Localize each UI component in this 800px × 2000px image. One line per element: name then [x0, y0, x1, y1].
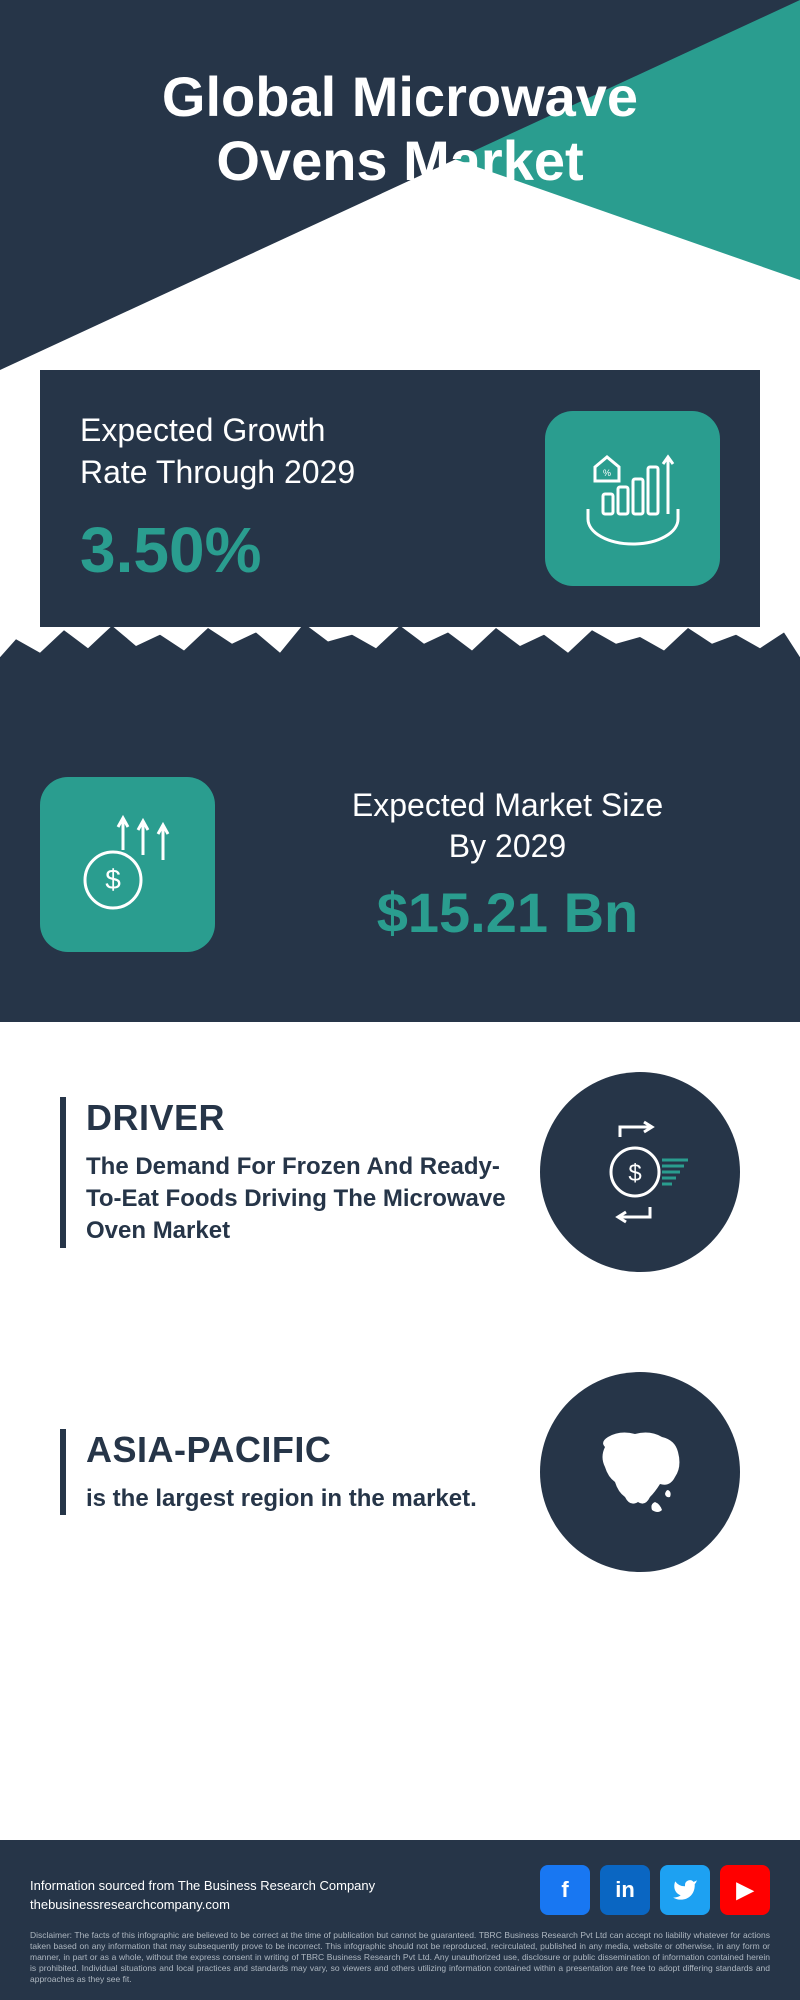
- growth-chart-globe-icon: %: [545, 411, 720, 586]
- driver-section: DRIVER The Demand For Frozen And Ready-T…: [0, 1022, 800, 1322]
- linkedin-icon[interactable]: in: [600, 1865, 650, 1915]
- region-section: ASIA-PACIFIC is the largest region in th…: [0, 1322, 800, 1622]
- market-value: $15.21 Bn: [255, 880, 760, 945]
- driver-text: DRIVER The Demand For Frozen And Ready-T…: [60, 1097, 510, 1248]
- dollar-arrows-icon: $: [40, 777, 215, 952]
- youtube-icon[interactable]: ▶: [720, 1865, 770, 1915]
- footer-top-row: Information sourced from The Business Re…: [30, 1865, 770, 1915]
- growth-text-block: Expected Growth Rate Through 2029 3.50%: [80, 410, 355, 587]
- svg-text:$: $: [105, 864, 121, 895]
- driver-heading: DRIVER: [86, 1097, 510, 1139]
- facebook-icon[interactable]: f: [540, 1865, 590, 1915]
- driver-body: The Demand For Frozen And Ready-To-Eat F…: [86, 1151, 510, 1248]
- infographic-container: Global Microwave Ovens Market Expected G…: [0, 0, 800, 2000]
- market-size-card: $ Expected Market Size By 2029 $15.21 Bn: [0, 747, 800, 1022]
- growth-rate-card: Expected Growth Rate Through 2029 3.50% …: [40, 370, 760, 627]
- svg-text:%: %: [603, 468, 611, 478]
- market-label: Expected Market Size By 2029: [255, 785, 760, 868]
- asia-map-icon: [540, 1372, 740, 1572]
- growth-label: Expected Growth Rate Through 2029: [80, 410, 355, 493]
- growth-value: 3.50%: [80, 513, 355, 587]
- page-title: Global Microwave Ovens Market: [0, 65, 800, 194]
- title-line-1: Global Microwave: [162, 65, 638, 128]
- svg-text:$: $: [628, 1160, 641, 1187]
- region-body: is the largest region in the market.: [86, 1483, 510, 1515]
- region-text: ASIA-PACIFIC is the largest region in th…: [60, 1429, 510, 1515]
- city-skyline-decoration: [0, 657, 800, 747]
- footer: Information sourced from The Business Re…: [0, 1840, 800, 2000]
- disclaimer-text: Disclaimer: The facts of this infographi…: [30, 1930, 770, 1985]
- social-links: f in ▶: [540, 1865, 770, 1915]
- twitter-icon[interactable]: [660, 1865, 710, 1915]
- source-attribution: Information sourced from The Business Re…: [30, 1876, 375, 1915]
- dollar-exchange-icon: $: [540, 1072, 740, 1272]
- region-heading: ASIA-PACIFIC: [86, 1429, 510, 1471]
- title-line-2: Ovens Market: [216, 129, 583, 192]
- header: Global Microwave Ovens Market: [0, 0, 800, 370]
- market-text-block: Expected Market Size By 2029 $15.21 Bn: [255, 785, 760, 945]
